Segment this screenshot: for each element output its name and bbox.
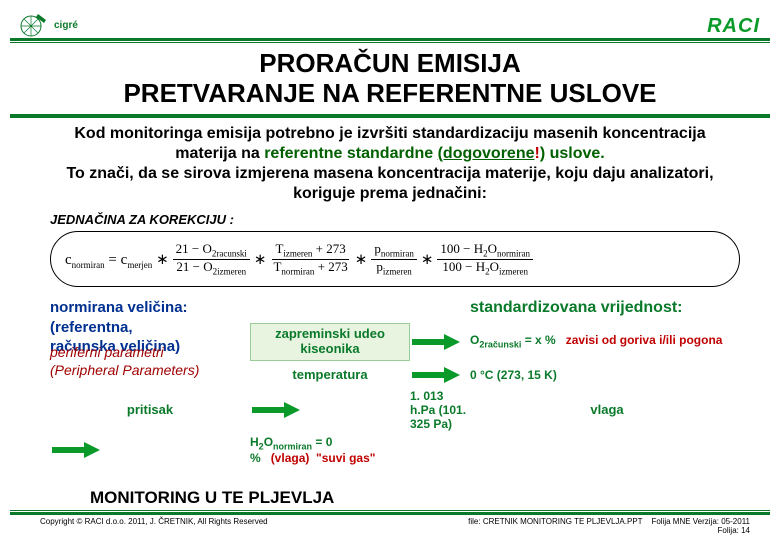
arrow-icon [250, 400, 410, 420]
cigre-logo: cigré [20, 12, 78, 38]
cigre-text: cigré [54, 20, 78, 31]
param-oxygen: zapreminski udeokiseonika [250, 323, 410, 361]
arrow-icon [50, 440, 250, 460]
arrow-icon [410, 365, 470, 385]
footer-title: MONITORING U TE PLJEVLJA [0, 486, 780, 508]
footer-rule-thin [10, 510, 770, 511]
header: cigré RACI [0, 0, 780, 38]
param-pressure: pritisak [50, 402, 250, 417]
copyright: Copyright © RACI d.o.o. 2011, J. ČRETNIK… [40, 517, 268, 536]
page-title: PRORAČUN EMISIJAPRETVARANJE NA REFERENTN… [0, 43, 780, 113]
file-info: file: CRETNIK MONITORING TE PLJEVLJA.PPT… [468, 517, 750, 536]
std-oxygen: O2računski = x % zavisi od goriva i/ili … [470, 333, 744, 349]
std-humidity: H2Onormiran = 0 % (vlaga) "suvi gas" [250, 435, 410, 465]
raci-logo: RACI [707, 15, 760, 38]
arrow-icon [410, 332, 470, 352]
std-temperature: 0 °C (273, 15 K) [470, 368, 744, 382]
equation-label: JEDNAČINA ZA KOREKCIJU : [0, 208, 780, 229]
param-humidity: vlaga [470, 402, 744, 417]
left-periferni: periferni parametri(Peripheral Parameter… [50, 329, 250, 379]
footer: MONITORING U TE PLJEVLJA Copyright © RAC… [0, 486, 780, 540]
std-heading: standardizovana vrijednost: [470, 299, 744, 319]
equation-box: cnormiran = cmerjen ∗ 21 − O2racunski21 … [50, 231, 740, 287]
intro-text: Kod monitoringa emisija potrebno je izvr… [0, 118, 780, 208]
param-temperature: temperatura [250, 367, 410, 382]
parameter-grid: standardizovana vrijednost: normirana ve… [0, 295, 780, 465]
std-pressure: 1. 013 h.Pa (101. 325 Pa) [410, 389, 470, 431]
top-rule-thick [10, 38, 770, 41]
